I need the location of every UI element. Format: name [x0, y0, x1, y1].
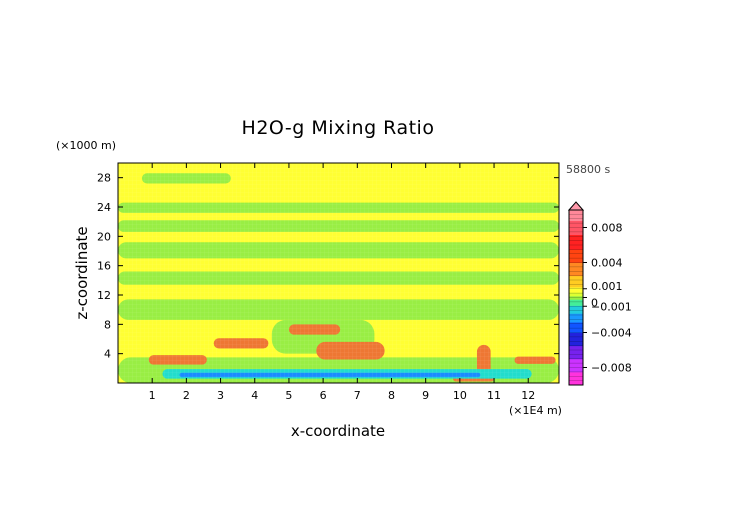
x-tick-label: 9 — [422, 389, 429, 402]
x-tick-label: 8 — [388, 389, 395, 402]
colorbar-tick-label: 0.004 — [591, 257, 623, 270]
x-tick-label: 1 — [149, 389, 156, 402]
colorbar-band — [569, 358, 583, 373]
x-ticks: 1 2 3 4 5 6 7 8 9 10 11 12 — [149, 163, 535, 402]
colorbar — [567, 201, 585, 386]
colorbar-band — [569, 234, 583, 250]
plot-frame — [117, 162, 560, 384]
colorbar-band — [569, 305, 583, 314]
time-label: 58800 s — [566, 163, 610, 176]
y-tick-label: 16 — [97, 260, 111, 273]
y-tick-label: 12 — [97, 289, 111, 302]
colorbar-band — [569, 287, 583, 293]
y-tick-label: 20 — [97, 230, 111, 243]
colorbar-band — [569, 332, 583, 347]
colorbar-tick-label: −0.004 — [591, 327, 632, 340]
colorbar-band — [569, 220, 583, 235]
colorbar-tick-label: −0.008 — [591, 362, 632, 375]
x-tick-label: 12 — [521, 389, 535, 402]
colorbar-band — [569, 249, 583, 263]
chart-title: H2O-g Mixing Ratio — [242, 117, 435, 139]
x-axis-label: x-coordinate — [291, 422, 385, 440]
heatmap-texture — [118, 163, 559, 383]
x-tick-label: 7 — [354, 389, 361, 402]
x-tick-label: 11 — [487, 389, 501, 402]
x-tick-label: 4 — [251, 389, 258, 402]
colorbar-tick-label: 0.008 — [591, 222, 623, 235]
x-tick-label: 2 — [183, 389, 190, 402]
y-tick-label: 28 — [97, 172, 111, 185]
colorbar-band — [569, 371, 583, 386]
colorbar-tick-label: 0.001 — [591, 280, 623, 293]
colorbar-band — [569, 262, 583, 277]
colorbar-band — [569, 322, 583, 333]
colorbar-band — [569, 210, 583, 221]
y-tick-label: 24 — [97, 201, 111, 214]
colorbar-tick-label: 0 — [591, 297, 598, 310]
y-ticks: 4 8 12 16 20 24 28 — [97, 172, 559, 361]
x-tick-label: 10 — [453, 389, 467, 402]
x-tick-label: 5 — [285, 389, 292, 402]
colorbar-band — [569, 313, 583, 323]
colorbar-ticks: 0.008 0.004 0.001 0−0.001 −0.004 −0.008 — [583, 222, 632, 375]
x-unit-label: (×1E4 m) — [509, 404, 562, 417]
colorbar-band — [569, 345, 583, 360]
colorbar-band — [569, 292, 583, 297]
plot-area — [118, 163, 559, 383]
y-axis-label: z-coordinate — [73, 226, 91, 319]
colorbar-tick-label: −0.001 — [591, 300, 632, 313]
y-unit-label: (×1000 m) — [56, 139, 116, 152]
colorbar-extend-arrow — [567, 201, 585, 211]
colorbar-band — [569, 299, 583, 306]
x-tick-label: 3 — [217, 389, 224, 402]
colorbar-band — [569, 275, 583, 288]
colorbar-band — [569, 295, 583, 300]
x-tick-label: 6 — [320, 389, 327, 402]
y-tick-label: 4 — [104, 348, 111, 361]
y-tick-label: 8 — [104, 318, 111, 331]
